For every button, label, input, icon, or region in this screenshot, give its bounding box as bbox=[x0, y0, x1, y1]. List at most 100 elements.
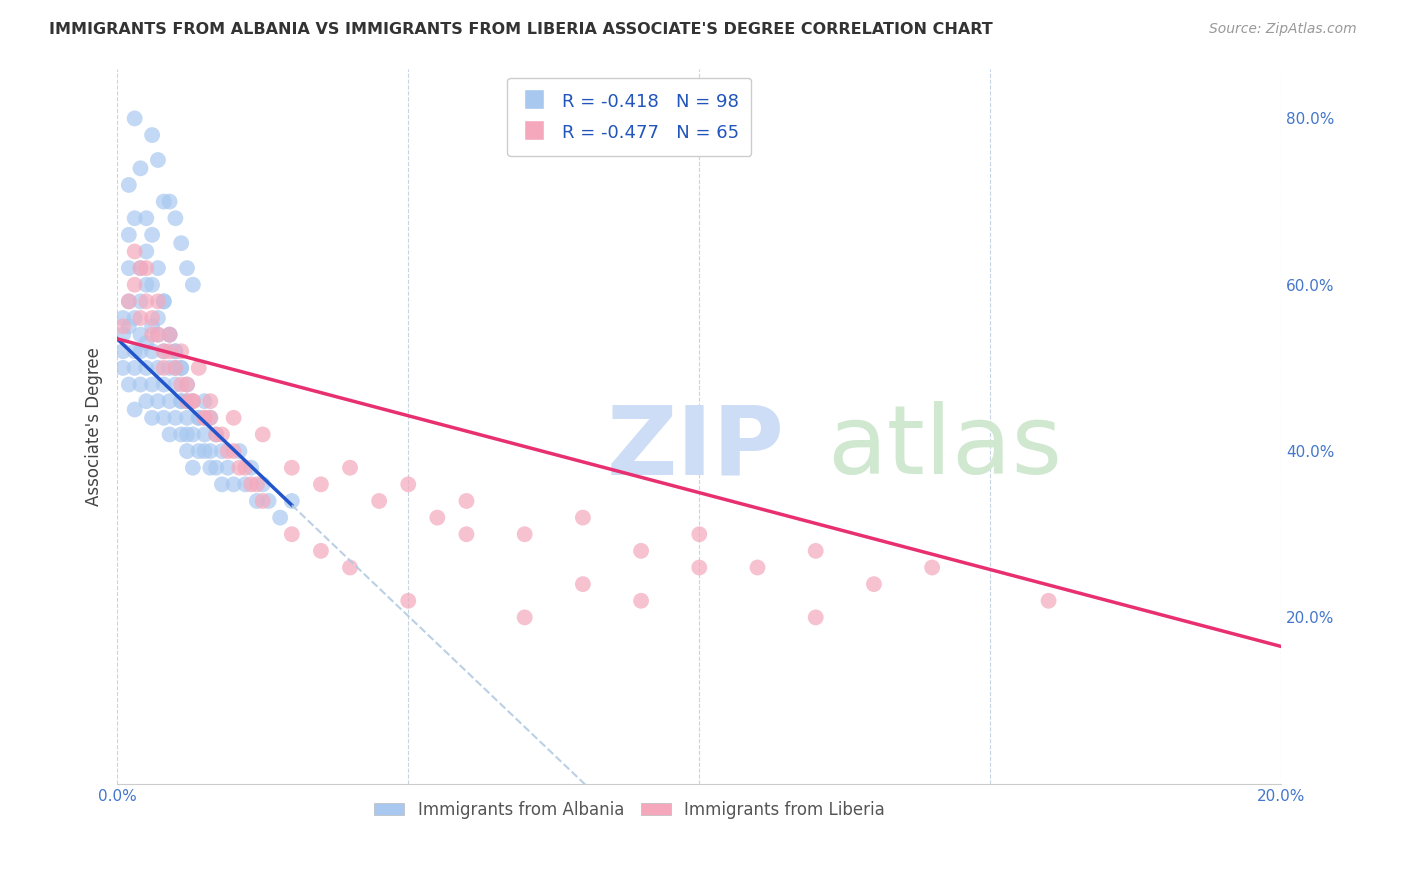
Point bbox=[240, 460, 263, 475]
Y-axis label: Associate's Degree: Associate's Degree bbox=[86, 347, 103, 506]
Point bbox=[187, 410, 209, 425]
Point bbox=[141, 327, 163, 342]
Point bbox=[170, 344, 193, 359]
Point bbox=[129, 261, 152, 276]
Point bbox=[396, 594, 419, 608]
Point bbox=[135, 335, 157, 350]
Point bbox=[170, 360, 193, 375]
Point bbox=[181, 394, 204, 409]
Point bbox=[165, 377, 187, 392]
Point bbox=[135, 277, 157, 292]
Point bbox=[159, 327, 181, 342]
Point bbox=[339, 560, 361, 574]
Text: Source: ZipAtlas.com: Source: ZipAtlas.com bbox=[1209, 22, 1357, 37]
Point bbox=[513, 527, 536, 541]
Point bbox=[129, 294, 152, 309]
Point bbox=[165, 211, 187, 226]
Point bbox=[111, 311, 134, 326]
Point bbox=[152, 360, 174, 375]
Point bbox=[176, 427, 198, 442]
Point bbox=[129, 327, 152, 342]
Text: ZIP: ZIP bbox=[606, 401, 785, 494]
Point bbox=[181, 394, 204, 409]
Point bbox=[111, 327, 134, 342]
Point bbox=[141, 277, 163, 292]
Point bbox=[187, 360, 209, 375]
Point bbox=[200, 460, 222, 475]
Point bbox=[211, 427, 233, 442]
Point bbox=[217, 444, 239, 458]
Point bbox=[368, 494, 391, 508]
Point bbox=[152, 344, 174, 359]
Point bbox=[228, 444, 250, 458]
Point bbox=[921, 560, 943, 574]
Point bbox=[159, 394, 181, 409]
Point bbox=[456, 494, 478, 508]
Point bbox=[165, 410, 187, 425]
Point bbox=[193, 427, 215, 442]
Point bbox=[269, 510, 291, 524]
Point bbox=[146, 327, 169, 342]
Point bbox=[124, 211, 146, 226]
Point bbox=[804, 544, 827, 558]
Point bbox=[176, 444, 198, 458]
Point bbox=[176, 377, 198, 392]
Point bbox=[193, 410, 215, 425]
Point bbox=[124, 344, 146, 359]
Point bbox=[572, 510, 595, 524]
Point bbox=[141, 311, 163, 326]
Point bbox=[165, 360, 187, 375]
Point bbox=[309, 477, 332, 491]
Point bbox=[141, 128, 163, 142]
Point bbox=[193, 410, 215, 425]
Point bbox=[200, 410, 222, 425]
Point bbox=[111, 319, 134, 334]
Point bbox=[141, 377, 163, 392]
Point bbox=[111, 344, 134, 359]
Point bbox=[141, 344, 163, 359]
Point bbox=[193, 394, 215, 409]
Point bbox=[170, 236, 193, 251]
Point bbox=[165, 344, 187, 359]
Point bbox=[124, 112, 146, 126]
Point bbox=[129, 161, 152, 176]
Point bbox=[252, 494, 274, 508]
Point bbox=[804, 610, 827, 624]
Point bbox=[200, 394, 222, 409]
Point bbox=[222, 444, 245, 458]
Point bbox=[252, 427, 274, 442]
Point bbox=[176, 410, 198, 425]
Point bbox=[205, 427, 228, 442]
Point bbox=[170, 360, 193, 375]
Point bbox=[630, 594, 652, 608]
Point bbox=[281, 527, 304, 541]
Point bbox=[118, 261, 141, 276]
Legend: Immigrants from Albania, Immigrants from Liberia: Immigrants from Albania, Immigrants from… bbox=[367, 794, 891, 825]
Point bbox=[309, 544, 332, 558]
Text: IMMIGRANTS FROM ALBANIA VS IMMIGRANTS FROM LIBERIA ASSOCIATE'S DEGREE CORRELATIO: IMMIGRANTS FROM ALBANIA VS IMMIGRANTS FR… bbox=[49, 22, 993, 37]
Point bbox=[159, 327, 181, 342]
Point bbox=[205, 460, 228, 475]
Point bbox=[159, 344, 181, 359]
Point bbox=[146, 261, 169, 276]
Point bbox=[129, 377, 152, 392]
Point bbox=[187, 410, 209, 425]
Point bbox=[165, 360, 187, 375]
Point bbox=[747, 560, 769, 574]
Point bbox=[1038, 594, 1060, 608]
Point bbox=[159, 327, 181, 342]
Point bbox=[152, 377, 174, 392]
Point bbox=[176, 261, 198, 276]
Point bbox=[141, 319, 163, 334]
Point bbox=[118, 377, 141, 392]
Point bbox=[124, 360, 146, 375]
Point bbox=[222, 410, 245, 425]
Point bbox=[135, 244, 157, 259]
Point bbox=[170, 394, 193, 409]
Point bbox=[193, 444, 215, 458]
Point bbox=[159, 360, 181, 375]
Point bbox=[129, 311, 152, 326]
Point bbox=[152, 294, 174, 309]
Point bbox=[141, 227, 163, 242]
Point bbox=[135, 360, 157, 375]
